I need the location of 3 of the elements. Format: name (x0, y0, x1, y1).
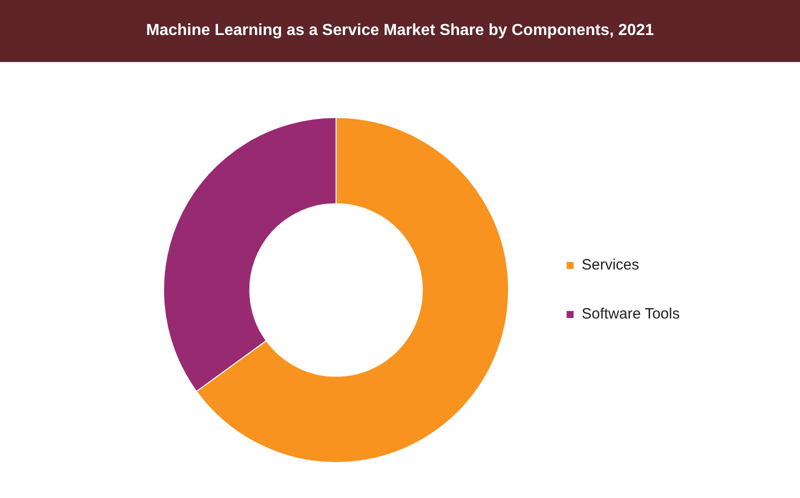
legend-label: Services (582, 256, 640, 274)
chart-title: Machine Learning as a Service Market Share by Components, 2021 (0, 0, 800, 62)
legend-label: Software Tools (582, 306, 680, 323)
